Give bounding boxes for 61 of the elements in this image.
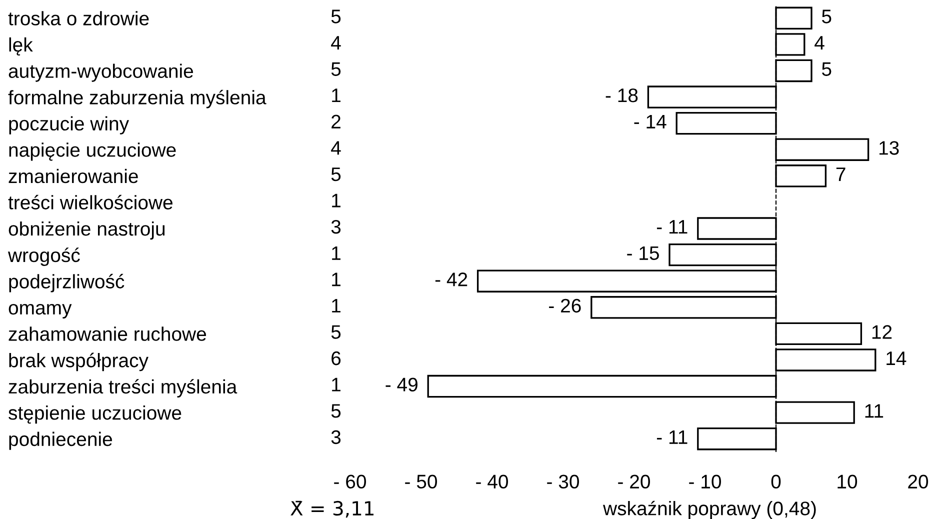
text: 4: [331, 36, 341, 50]
data-label: - 42: [435, 272, 468, 286]
text: 1: [332, 88, 340, 102]
data-label: - 15: [627, 246, 659, 260]
y-tick-label: napięcie uczuciowe: [9, 142, 176, 161]
text: 5: [331, 325, 341, 339]
y-tick-label: zahamowanie ruchowe: [8, 326, 206, 341]
data-label: - 11: [656, 220, 688, 234]
x-tick-label: - 60: [334, 474, 366, 489]
data-label: - 14: [634, 114, 666, 128]
data-label: 5: [822, 62, 832, 76]
y-tick-label: treści wielkościowe: [8, 194, 172, 210]
text: 3: [331, 430, 341, 444]
text: 5: [331, 62, 341, 76]
text: 5: [331, 404, 341, 418]
x-tick-label: 10: [838, 474, 858, 489]
data-label: 4: [814, 36, 824, 50]
text: 2: [332, 114, 340, 128]
data-label: - 11: [656, 430, 688, 444]
data-label: - 26: [549, 298, 581, 313]
text: 1: [332, 194, 340, 208]
data-label: 14: [886, 352, 906, 365]
y-tick-label: podejrzliwość: [9, 274, 124, 292]
y-tick-label: zaburzenia treści myślenia: [8, 379, 238, 398]
y-tick-label: brak współpracy: [9, 352, 148, 372]
y-tick-label: wrogość: [8, 248, 80, 266]
text: 1: [332, 378, 340, 392]
x-tick-label: - 50: [405, 474, 437, 489]
data-label: - 18: [606, 88, 638, 102]
data-label: 7: [836, 168, 846, 181]
data-label: 12: [872, 325, 892, 339]
y-tick-label: poczucie winy: [9, 116, 130, 134]
text: 3: [331, 220, 341, 234]
text: 6: [332, 351, 341, 366]
x-tick-label: - 20: [618, 474, 650, 489]
x-axis-title: wskaźnik poprawy (0,48): [602, 500, 816, 519]
y-tick-label: obniżenie nastroju: [8, 221, 165, 240]
text: 4: [331, 141, 341, 155]
data-label: 13: [880, 141, 899, 155]
x-tick-label: 20: [908, 474, 928, 489]
y-tick-label: zmanierowanie: [8, 168, 138, 184]
text: 5: [331, 10, 341, 24]
y-tick-label: lęk: [9, 37, 33, 56]
x-tick-label: - 40: [476, 474, 508, 489]
y-tick-label: troska o zdrowie: [8, 11, 149, 26]
text: 1: [332, 299, 340, 312]
x-tick-label: - 10: [689, 474, 721, 489]
text: 1: [332, 246, 340, 260]
x-tick-label: - 30: [547, 474, 579, 489]
data-label: 11: [865, 404, 884, 418]
y-tick-label: stępienie uczuciowe: [8, 406, 182, 424]
x-tick-label: 0: [771, 474, 781, 489]
y-tick-label: omamy: [8, 304, 72, 318]
data-label: 5: [822, 10, 832, 24]
text: 5: [331, 168, 341, 182]
data-label: - 49: [386, 378, 418, 392]
y-tick-label: podniecenie: [9, 432, 112, 450]
y-tick-label: formalne zaburzenia myślenia: [8, 90, 266, 108]
text: X̄ = 3,11: [290, 500, 374, 518]
text: 1: [332, 272, 340, 286]
y-tick-label: autyzm-wyobcowanie: [8, 64, 194, 82]
